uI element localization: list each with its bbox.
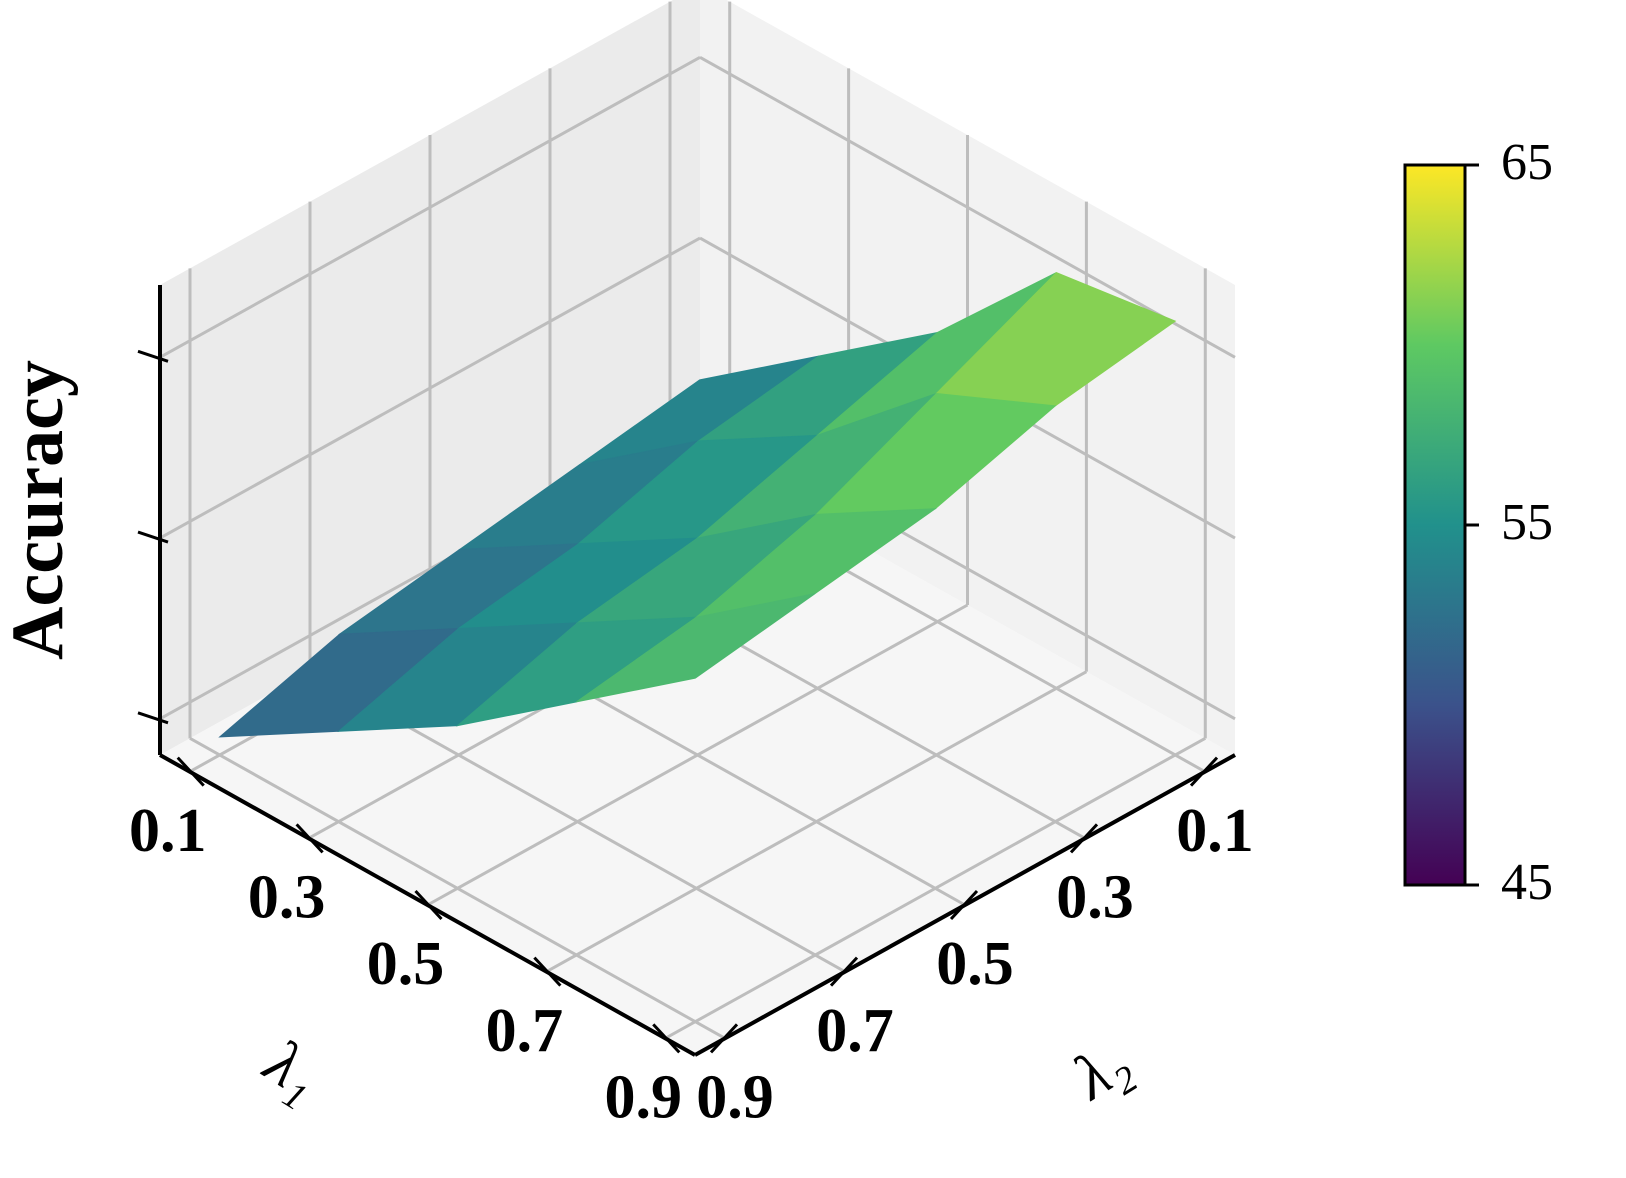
grid-line xyxy=(159,55,701,359)
colorbar-tick-label: 65 xyxy=(1501,134,1553,191)
grid-line xyxy=(159,236,701,540)
x-tick-label: 0.5 xyxy=(367,930,445,998)
tick-mark xyxy=(137,530,169,544)
x-axis-label: λ₁ xyxy=(252,1025,334,1113)
y-tick-label: 0.3 xyxy=(1056,864,1134,932)
axis-line xyxy=(694,753,1236,1057)
surface-face xyxy=(576,592,816,703)
y-tick-label: 0.1 xyxy=(1176,797,1254,865)
y-axis-label: λ₂ xyxy=(1060,1026,1142,1114)
x-tick-label: 0.1 xyxy=(129,797,207,865)
y-tick-label: 0.7 xyxy=(816,997,894,1065)
colorbar-tick-label: 45 xyxy=(1501,854,1553,911)
x-tick-label: 0.9 xyxy=(605,1064,683,1132)
colorbar-tick-label: 55 xyxy=(1501,494,1553,551)
tick-mark xyxy=(137,349,169,363)
x-tick-label: 0.3 xyxy=(248,864,326,932)
y-tick-label: 0.9 xyxy=(696,1064,774,1132)
y-tick-label: 0.5 xyxy=(936,930,1014,998)
tick-mark xyxy=(137,711,169,725)
axis-line xyxy=(159,753,696,1057)
grid-line xyxy=(699,55,1236,359)
grid-line xyxy=(189,737,726,1040)
x-tick-label: 0.7 xyxy=(486,997,564,1065)
colorbar xyxy=(1403,163,1467,887)
z-axis-label: Accuracy xyxy=(0,360,79,660)
